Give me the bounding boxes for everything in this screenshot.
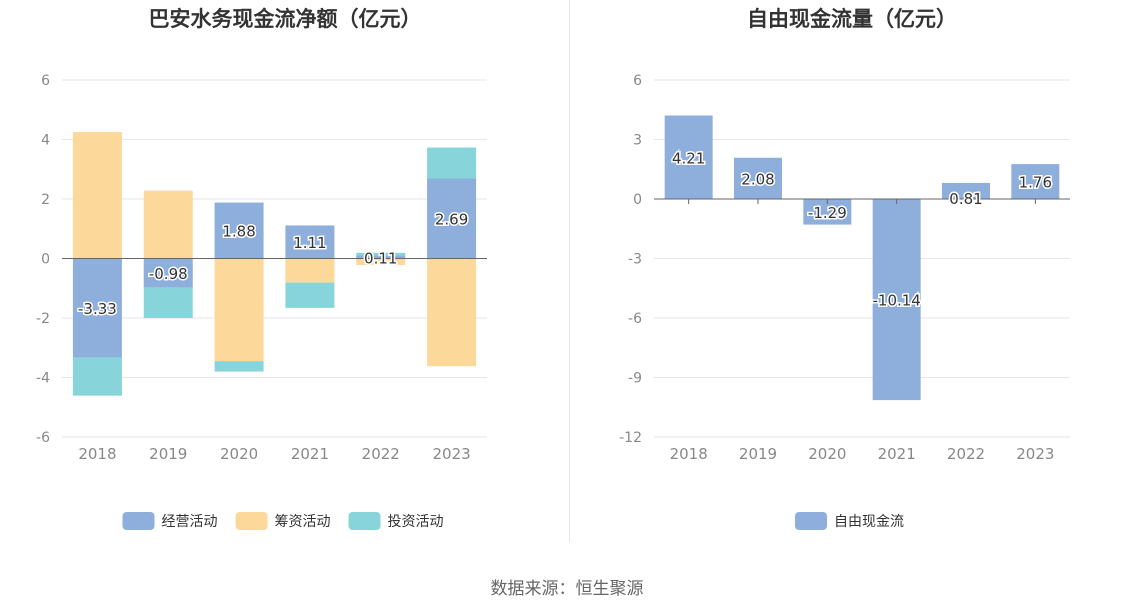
bar-2019-s3 xyxy=(143,287,193,318)
legend-label: 投资活动 xyxy=(388,514,444,530)
bar-2018-s1 xyxy=(664,115,713,199)
x-tick-label: 2019 xyxy=(739,445,777,463)
legend-label: 经营活动 xyxy=(162,514,218,530)
bar-2019-s1 xyxy=(734,157,782,199)
chart-title: 巴安水务现金流净额（亿元） xyxy=(149,7,422,31)
bar-2021-s3 xyxy=(285,282,335,308)
bar-2018-s1 xyxy=(72,258,122,358)
y-tick-label: -6 xyxy=(36,430,50,446)
bar-2023-s3 xyxy=(427,147,477,179)
legend-label: 筹资活动 xyxy=(275,513,331,530)
x-tick-label: 2021 xyxy=(291,445,329,463)
bar-2023-s1 xyxy=(427,178,477,259)
y-tick-label: -2 xyxy=(36,311,50,327)
y-tick-label: -3 xyxy=(628,252,642,268)
chart-title: 自由现金流量（亿元） xyxy=(747,7,957,31)
y-tick-label: -6 xyxy=(628,311,642,327)
data-label-2023: 2.69 xyxy=(435,210,468,228)
data-label-2022: 0.81 xyxy=(949,190,982,208)
x-tick-label: 2020 xyxy=(220,445,258,463)
x-tick-label: 2022 xyxy=(362,445,400,463)
bar-2021-s2 xyxy=(285,258,335,283)
data-label-2020: -1.29 xyxy=(808,204,847,222)
chart-panel-2: 自由现金流量（亿元） 6 3 0 -3 -6 -9 -12 4.21 2.08 -1.29 -10.1… xyxy=(619,7,1070,530)
bar-2022-s3 xyxy=(356,252,406,256)
bar-2020-s3 xyxy=(214,361,264,372)
data-label-2022: 0.11 xyxy=(364,250,397,268)
y-tick-label: 0 xyxy=(41,252,50,268)
legend-swatch xyxy=(795,512,827,530)
charts-canvas: 巴安水务现金流净额（亿元） 6 4 2 0 -2 -4 -6 -3.33 -0.98 1.88 1.1… xyxy=(36,7,1070,530)
bar-2019-s2 xyxy=(143,190,193,259)
y-tick-label: -9 xyxy=(628,371,642,387)
legend-label: 自由现金流 xyxy=(834,514,904,530)
data-label-2019: -0.98 xyxy=(149,265,188,283)
x-tick-label: 2022 xyxy=(947,445,985,463)
bar-2022-s2 xyxy=(356,258,406,266)
x-tick-label: 2018 xyxy=(670,445,708,463)
panel-divider xyxy=(569,0,570,542)
y-tick-label: -4 xyxy=(36,371,50,387)
source-note: 数据来源：恒生聚源 xyxy=(490,579,644,598)
bar-2018-s3 xyxy=(72,357,122,396)
chart-panel-1: 巴安水务现金流净额（亿元） 6 4 2 0 -2 -4 -6 -3.33 -0.98 1.88 1.1… xyxy=(36,7,487,530)
data-label-2021: 1.11 xyxy=(293,234,326,252)
bar-2023-s2 xyxy=(427,258,477,367)
x-tick-label: 2020 xyxy=(808,445,846,463)
y-tick-label: 2 xyxy=(41,192,50,208)
y-tick-label: -12 xyxy=(619,430,642,446)
data-label-2020: 1.88 xyxy=(222,223,255,241)
bar-2022-s1 xyxy=(942,182,990,199)
y-tick-label: 6 xyxy=(633,73,642,89)
bar-2022-s1 xyxy=(356,255,406,259)
data-label-2023: 1.76 xyxy=(1019,174,1052,192)
y-tick-label: 4 xyxy=(41,133,50,149)
bar-2020-s1 xyxy=(214,202,264,259)
data-label-2019: 2.08 xyxy=(741,170,774,188)
legend-swatch xyxy=(122,512,155,530)
bar-2018-s2 xyxy=(72,132,122,259)
bar-2021-s1 xyxy=(872,199,921,401)
y-tick-label: 3 xyxy=(633,133,642,149)
data-label-2018: -3.33 xyxy=(78,300,117,318)
legend-swatch xyxy=(235,512,268,530)
x-tick-label: 2019 xyxy=(149,445,187,463)
bar-2023-s1 xyxy=(1011,164,1060,199)
y-tick-label: 0 xyxy=(633,192,642,208)
x-tick-label: 2023 xyxy=(432,445,470,463)
bar-2019-s1 xyxy=(143,258,193,288)
data-label-2021: -10.14 xyxy=(872,292,920,310)
legend-swatch xyxy=(348,512,381,530)
x-tick-label: 2023 xyxy=(1016,445,1054,463)
x-tick-label: 2021 xyxy=(878,445,916,463)
bar-2021-s1 xyxy=(285,225,335,259)
bar-2020-s2 xyxy=(214,258,264,362)
y-tick-label: 6 xyxy=(41,73,50,89)
data-label-2018: 4.21 xyxy=(672,149,705,167)
x-tick-label: 2018 xyxy=(78,445,116,463)
